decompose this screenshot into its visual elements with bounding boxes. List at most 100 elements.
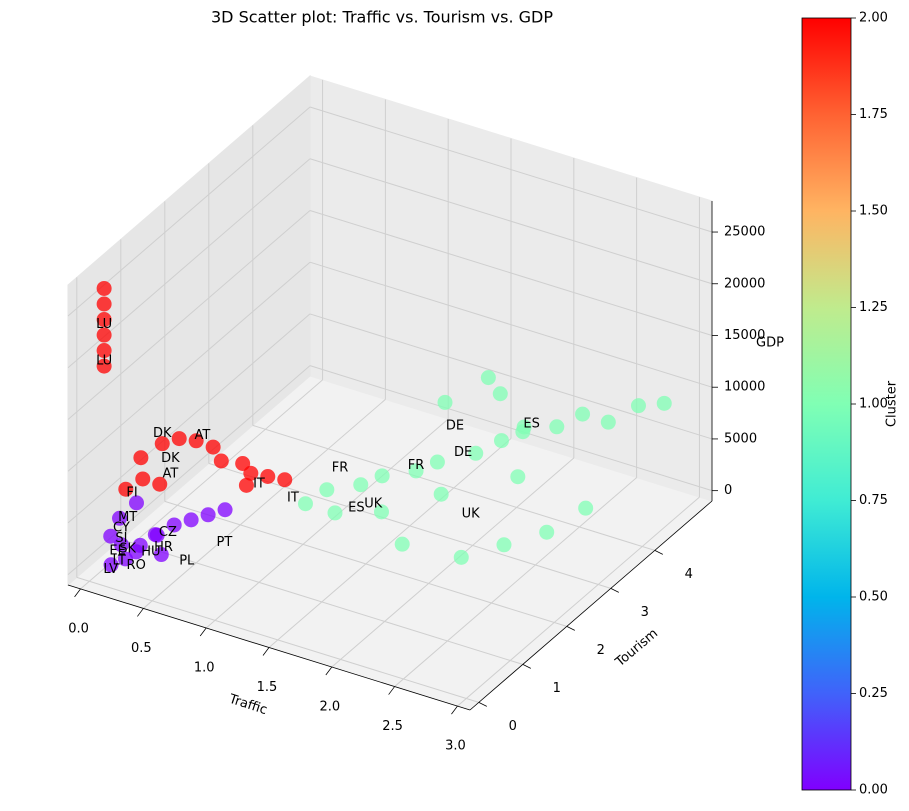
z-axis-label: GDP [756,336,784,351]
scatter-point [118,481,134,497]
scatter-point [496,537,512,553]
scatter-point [128,495,144,511]
point-annotation: FI [126,486,137,501]
point-annotation: PT [217,535,233,550]
grid-line [309,261,713,388]
colorbar [801,17,852,791]
colorbar-tick-label: 1.25 [859,300,888,315]
y-tick [522,664,531,669]
scatter-point [117,551,133,567]
scatter-point [183,512,199,528]
scatter-point [96,343,112,359]
x-axis-label: Traffic [226,692,269,719]
point-annotation: DE [454,445,472,460]
grid-line [205,418,449,629]
y-tick [566,626,575,631]
grid-line [164,500,567,627]
y-tick-label: 4 [685,567,693,582]
y-axis-label: Tourism [612,626,661,670]
z-tick-label: 10000 [724,380,765,395]
point-annotation: HR [154,540,173,555]
scatter-point [327,505,343,521]
point-annotation: AT [162,467,178,482]
y-tick [478,702,487,707]
scatter-point [188,433,204,449]
x-tick-label: 1.5 [257,680,278,695]
grid-line [457,496,700,707]
scatter-point [103,557,119,573]
point-annotation: DK [153,426,172,441]
scatter-point [238,477,254,493]
grid-line [67,210,311,420]
scatter-point [128,544,144,560]
y-tick-label: 0 [509,719,517,734]
scatter-point [319,482,335,498]
point-annotation: ES [348,501,364,516]
scatter-point [147,527,163,543]
point-annotation: IT [287,490,299,505]
point-annotation: HU [141,544,160,559]
x-tick [74,588,81,598]
scatter-point [103,528,119,544]
x-tick [262,647,270,656]
scatter-point [408,463,424,479]
point-annotation: FR [408,458,425,473]
scatter-point [539,524,555,540]
scatter-point [166,517,182,533]
scatter-point [453,549,469,565]
point-annotation: ES [523,417,539,432]
colorbar-tick-label: 0.50 [859,590,888,605]
scatter-point [429,454,445,470]
scatter-point [630,398,646,414]
grid-line [309,210,713,336]
x-tick [199,627,207,637]
y-tick-label: 3 [641,605,649,620]
x-tick-label: 0.0 [68,621,89,636]
grid-line [120,538,523,665]
chart-title: 3D Scatter plot: Traffic vs. Tourism vs.… [211,8,553,27]
point-annotation: AT [195,428,211,443]
grid-line [309,365,713,492]
z-tick-label: 15000 [724,328,765,343]
scatter-point [135,471,151,487]
grid-line [309,158,713,285]
scatter-point [113,537,129,553]
x-tick-label: 2.0 [319,700,340,715]
grid-line [143,399,386,609]
scatter-point [154,436,170,452]
grid-line [331,457,575,668]
z-tick-label: 20000 [724,276,765,291]
scatter-point [96,327,112,343]
scatter-point [112,510,128,526]
scatter-point [96,296,112,312]
grid-line [309,106,713,233]
y-tick [610,588,619,593]
scatter-point [656,395,672,411]
point-annotation: LU [96,353,112,368]
point-annotation: RO [127,558,146,573]
point-annotation: CY [113,521,130,536]
scatter-point [433,486,449,502]
point-annotation: DE [446,419,464,434]
x-tick [388,686,395,695]
point-annotation: DK [161,451,180,466]
grid-line [67,106,311,317]
scatter-point [96,312,112,328]
scatter-point [373,504,389,520]
scatter-point [394,536,410,552]
scatter-point [549,419,565,435]
grid-line [252,424,655,551]
grid-line [76,576,479,703]
scatter-point [96,280,112,296]
point-annotation: EE [109,543,125,558]
x-axis-line [67,584,471,711]
point-annotation: UK [462,506,481,521]
point-annotation: LU [96,317,112,332]
point-annotation: MT [118,510,137,525]
scatter-point [494,433,509,449]
scatter-point [353,477,369,493]
colorbar-tick-label: 1.50 [859,204,888,219]
x-tick-label: 3.0 [445,739,466,754]
